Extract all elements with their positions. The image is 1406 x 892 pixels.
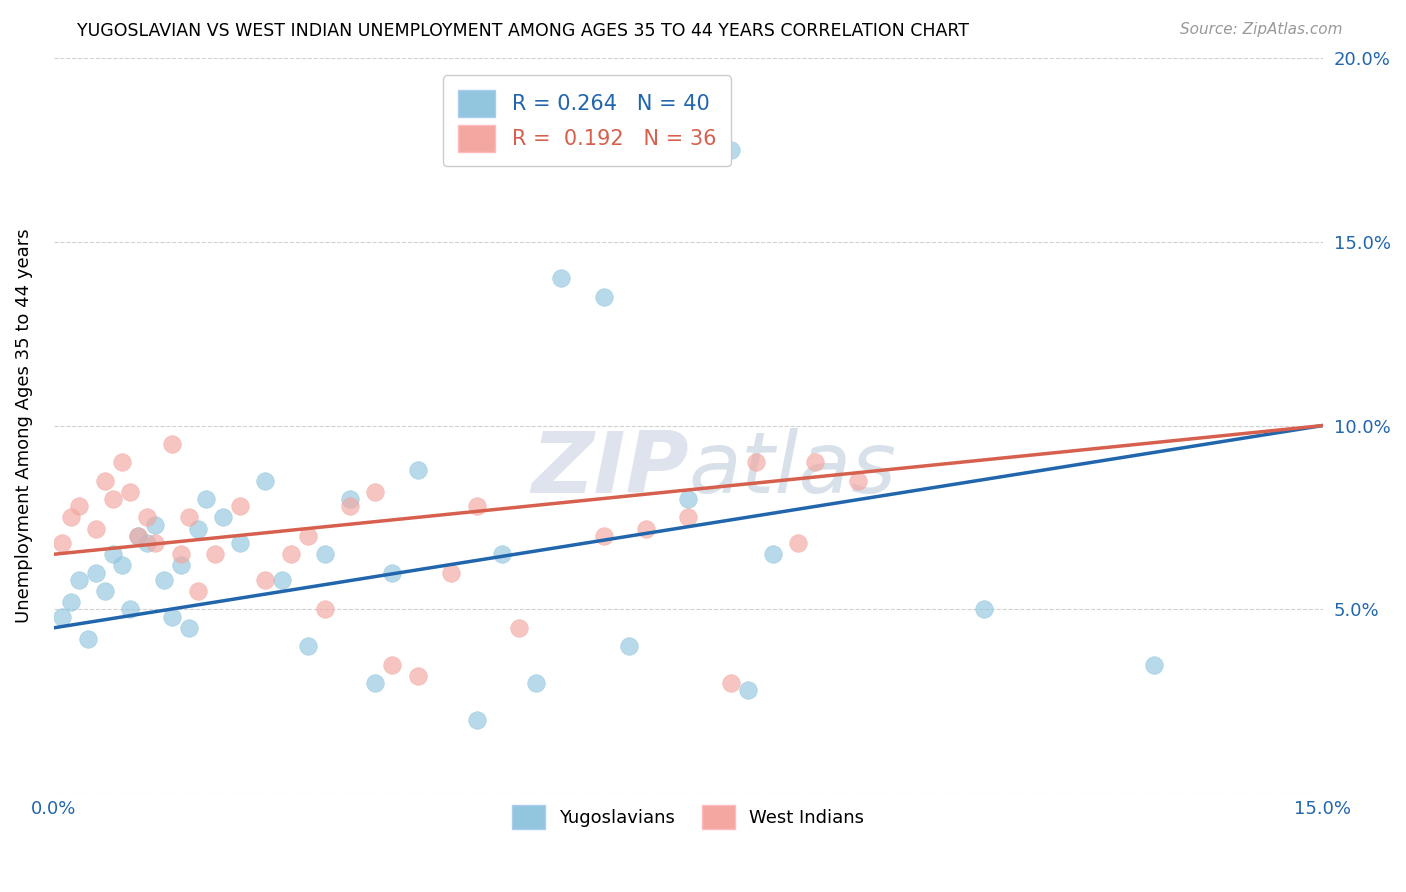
Point	[187, 521, 209, 535]
Point	[127, 529, 149, 543]
Point	[465, 713, 488, 727]
Point	[737, 683, 759, 698]
Point	[381, 566, 404, 580]
Point	[314, 602, 336, 616]
Point	[787, 536, 810, 550]
Point	[51, 609, 73, 624]
Point	[118, 602, 141, 616]
Point	[678, 492, 700, 507]
Point	[93, 584, 115, 599]
Point	[179, 510, 201, 524]
Point	[973, 602, 995, 616]
Point	[67, 573, 90, 587]
Point	[491, 547, 513, 561]
Point	[381, 657, 404, 672]
Point	[135, 510, 157, 524]
Point	[406, 668, 429, 682]
Text: Source: ZipAtlas.com: Source: ZipAtlas.com	[1180, 22, 1343, 37]
Point	[84, 566, 107, 580]
Point	[110, 455, 132, 469]
Point	[135, 536, 157, 550]
Point	[67, 500, 90, 514]
Point	[364, 676, 387, 690]
Point	[212, 510, 235, 524]
Point	[406, 463, 429, 477]
Point	[440, 566, 463, 580]
Point	[314, 547, 336, 561]
Point	[101, 492, 124, 507]
Point	[297, 639, 319, 653]
Point	[804, 455, 827, 469]
Point	[170, 547, 193, 561]
Point	[254, 474, 277, 488]
Point	[745, 455, 768, 469]
Point	[846, 474, 869, 488]
Point	[339, 492, 361, 507]
Point	[143, 536, 166, 550]
Point	[678, 510, 700, 524]
Point	[524, 676, 547, 690]
Point	[84, 521, 107, 535]
Point	[364, 484, 387, 499]
Point	[153, 573, 176, 587]
Point	[204, 547, 226, 561]
Point	[187, 584, 209, 599]
Point	[127, 529, 149, 543]
Point	[592, 290, 614, 304]
Point	[93, 474, 115, 488]
Point	[720, 143, 742, 157]
Point	[617, 639, 640, 653]
Text: YUGOSLAVIAN VS WEST INDIAN UNEMPLOYMENT AMONG AGES 35 TO 44 YEARS CORRELATION CH: YUGOSLAVIAN VS WEST INDIAN UNEMPLOYMENT …	[77, 22, 969, 40]
Point	[76, 632, 98, 646]
Point	[59, 510, 82, 524]
Point	[51, 536, 73, 550]
Point	[339, 500, 361, 514]
Point	[762, 547, 785, 561]
Text: ZIP: ZIP	[530, 428, 689, 511]
Point	[162, 609, 184, 624]
Point	[59, 595, 82, 609]
Point	[1143, 657, 1166, 672]
Point	[592, 529, 614, 543]
Point	[195, 492, 218, 507]
Text: atlas: atlas	[689, 428, 897, 511]
Point	[271, 573, 294, 587]
Point	[179, 621, 201, 635]
Point	[170, 558, 193, 573]
Legend: Yugoslavians, West Indians: Yugoslavians, West Indians	[505, 798, 872, 836]
Point	[229, 536, 252, 550]
Point	[118, 484, 141, 499]
Point	[143, 517, 166, 532]
Y-axis label: Unemployment Among Ages 35 to 44 years: Unemployment Among Ages 35 to 44 years	[15, 228, 32, 623]
Point	[229, 500, 252, 514]
Point	[465, 500, 488, 514]
Point	[297, 529, 319, 543]
Point	[720, 676, 742, 690]
Point	[162, 437, 184, 451]
Point	[101, 547, 124, 561]
Point	[110, 558, 132, 573]
Point	[550, 271, 572, 285]
Point	[254, 573, 277, 587]
Point	[508, 621, 530, 635]
Point	[636, 521, 658, 535]
Point	[280, 547, 302, 561]
